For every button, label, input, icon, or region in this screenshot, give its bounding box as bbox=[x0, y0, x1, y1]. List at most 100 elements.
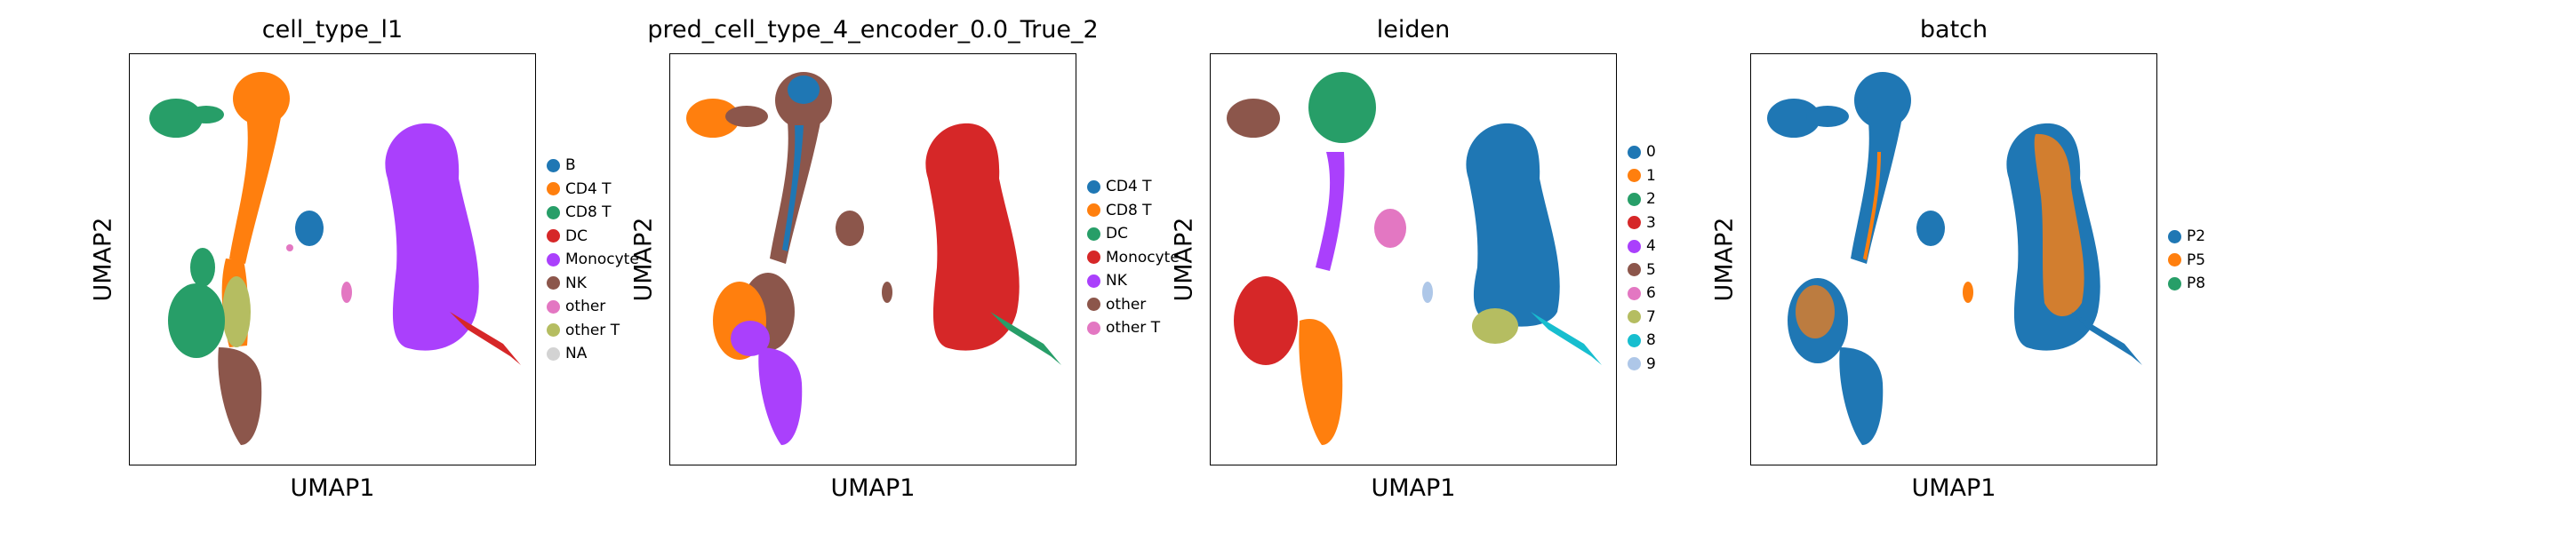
legend-label: other bbox=[1106, 295, 1147, 314]
legend-item: CD8 T bbox=[547, 203, 612, 221]
x-axis-label: UMAP1 bbox=[290, 474, 375, 502]
legend-marker bbox=[1628, 145, 1641, 159]
cluster-cd4t-head-spots bbox=[788, 76, 820, 104]
cluster-othert bbox=[222, 276, 251, 347]
legend-item: CD4 T bbox=[1087, 178, 1152, 195]
batch-cluster-stem-p5 bbox=[1863, 152, 1881, 260]
x-axis-label: UMAP1 bbox=[830, 474, 916, 502]
cluster-other-small2 bbox=[882, 282, 892, 303]
chart-title: pred_cell_type_4_encoder_0.0_True_2 bbox=[647, 16, 1099, 44]
batch-cluster-bottom bbox=[1839, 347, 1884, 445]
cluster-3 bbox=[1234, 276, 1298, 365]
chart-title: cell_type_l1 bbox=[261, 16, 404, 44]
legend-label: Monocyte bbox=[1106, 248, 1180, 266]
legend-label: 4 bbox=[1646, 237, 1656, 255]
legend-marker bbox=[547, 323, 560, 337]
legend-label: NA bbox=[565, 345, 588, 362]
umap-scatter bbox=[686, 72, 1061, 445]
batch-cluster-top-left bbox=[1767, 99, 1820, 138]
legend-label: CD4 T bbox=[1106, 178, 1152, 195]
cluster-nk-mix bbox=[731, 321, 770, 356]
legend-marker bbox=[547, 252, 560, 266]
legend-label: other T bbox=[1106, 319, 1161, 337]
legend-label: Monocyte bbox=[565, 251, 639, 268]
legend-label: other T bbox=[565, 321, 620, 339]
legend-marker bbox=[547, 299, 560, 314]
chart-title: leiden bbox=[1376, 16, 1451, 44]
cluster-monocyte bbox=[925, 123, 1020, 351]
legend-item: other T bbox=[547, 322, 620, 339]
legend-label: DC bbox=[565, 227, 588, 245]
legend-marker bbox=[547, 205, 560, 219]
cluster-6 bbox=[1374, 209, 1406, 248]
legend-marker bbox=[1087, 298, 1100, 311]
legend-item: other bbox=[1087, 296, 1146, 314]
panel-pred-cell-type: pred_cell_type_4_encoder_0.0_True_2 UMAP… bbox=[540, 0, 1180, 533]
legend-item: DC bbox=[547, 227, 588, 245]
legend-item: 4 bbox=[1628, 237, 1656, 255]
scatter-plot-area bbox=[1750, 53, 2157, 465]
batch-cluster-small bbox=[1916, 211, 1945, 246]
legend-label: CD4 T bbox=[565, 179, 612, 198]
legend-item: 3 bbox=[1628, 214, 1656, 232]
legend-item: 5 bbox=[1628, 261, 1656, 279]
legend-item: 7 bbox=[1628, 308, 1656, 326]
legend-item: P5 bbox=[2168, 251, 2205, 269]
legend-marker bbox=[1087, 251, 1100, 264]
cluster-1 bbox=[1299, 319, 1343, 445]
legend-item: 2 bbox=[1628, 190, 1656, 208]
legend-marker bbox=[1087, 321, 1100, 335]
legend-item: NK bbox=[1087, 272, 1127, 290]
legend-label: 0 bbox=[1646, 143, 1656, 161]
cluster-cd8t-lower bbox=[168, 283, 225, 358]
cluster-5-top bbox=[1227, 99, 1280, 138]
legend-item: P8 bbox=[2168, 274, 2205, 292]
legend-label: DC bbox=[1106, 225, 1128, 243]
legend-label: 2 bbox=[1646, 190, 1656, 208]
legend-marker bbox=[1628, 357, 1641, 370]
legend-label: P2 bbox=[2187, 227, 2206, 245]
legend-item: DC bbox=[1087, 225, 1128, 243]
y-axis-label: UMAP2 bbox=[629, 217, 658, 302]
scatter-plot-area bbox=[129, 53, 536, 465]
legend-marker bbox=[1628, 192, 1641, 206]
legend-item: 6 bbox=[1628, 284, 1656, 302]
cluster-cd4t-stem bbox=[229, 107, 283, 264]
legend-marker bbox=[1087, 203, 1100, 217]
legend-item: other bbox=[547, 298, 605, 315]
cluster-dc-tail bbox=[990, 312, 1061, 365]
scatter-plot-area bbox=[1210, 53, 1617, 465]
legend-item: other T bbox=[1087, 319, 1160, 337]
legend-label: 9 bbox=[1646, 354, 1656, 373]
legend-marker bbox=[547, 182, 560, 195]
legend-item: CD8 T bbox=[1087, 202, 1152, 219]
legend-marker bbox=[1087, 227, 1100, 241]
x-axis-label: UMAP1 bbox=[1371, 474, 1456, 502]
x-axis-label: UMAP1 bbox=[1911, 474, 1996, 502]
legend-marker bbox=[1087, 179, 1100, 194]
chart-title: batch bbox=[1919, 16, 1988, 44]
legend-label: P5 bbox=[2187, 251, 2206, 269]
legend-marker bbox=[1628, 333, 1641, 347]
cluster-b bbox=[295, 211, 324, 246]
cluster-9 bbox=[1422, 282, 1433, 303]
y-axis-label: UMAP2 bbox=[89, 217, 117, 302]
cluster-2-head bbox=[1308, 72, 1376, 143]
legend-label: 5 bbox=[1646, 260, 1656, 279]
cluster-nk bbox=[758, 347, 803, 445]
panel-cell-type-l1: cell_type_l1 UMAP2 UMAP1 bbox=[0, 0, 639, 533]
legend-item: P2 bbox=[2168, 227, 2205, 245]
batch-cluster-big-p5 bbox=[2034, 133, 2084, 316]
legend-label: 1 bbox=[1646, 166, 1656, 185]
legend-marker bbox=[2168, 229, 2181, 243]
panel-batch: batch UMAP2 UMAP1 P2 P5 P8 bbox=[1621, 0, 2244, 533]
legend-label: B bbox=[565, 156, 576, 174]
legend-label: 8 bbox=[1646, 331, 1656, 349]
legend-marker bbox=[547, 158, 560, 172]
cluster-other-small bbox=[836, 211, 864, 246]
scatter-plot-area bbox=[669, 53, 1076, 465]
cluster-cd4t-stem bbox=[782, 125, 804, 251]
legend-marker bbox=[547, 229, 560, 243]
cluster-cd8t-lower-top bbox=[190, 248, 215, 287]
legend-marker bbox=[2168, 276, 2181, 290]
